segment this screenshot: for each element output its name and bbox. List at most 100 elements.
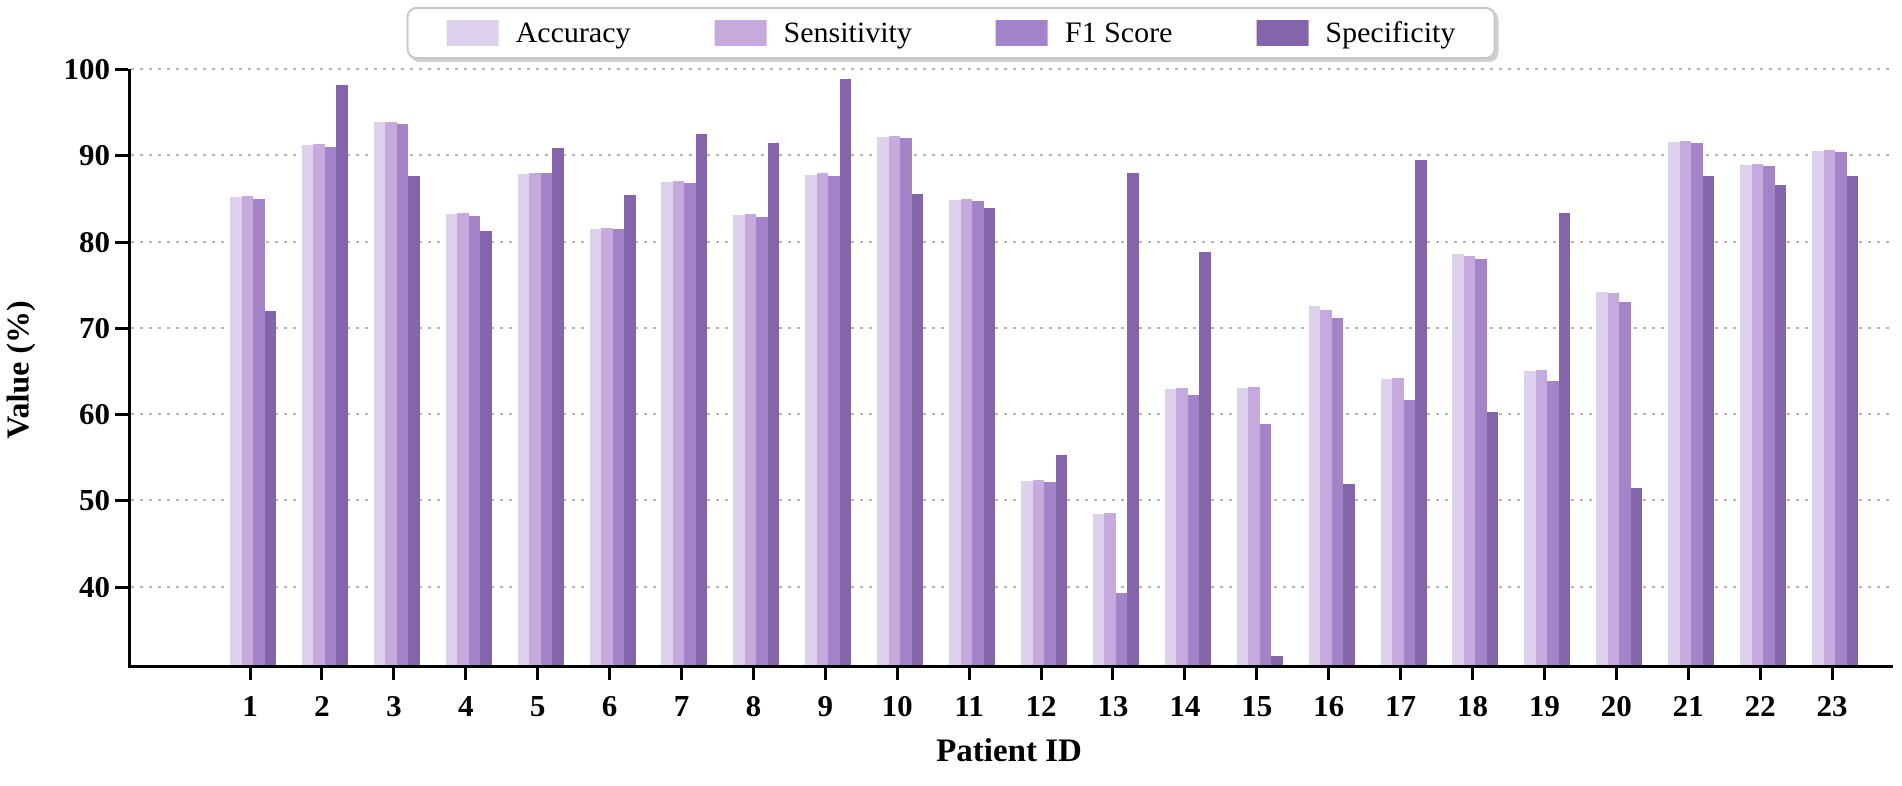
x-tick-label-16: 16 <box>1313 688 1345 723</box>
bar-specificity-patient-4 <box>480 231 492 665</box>
bar-specificity-patient-18 <box>1486 412 1499 665</box>
bar-sensitivity-patient-10 <box>888 136 901 665</box>
gridline-y-80 <box>131 240 1893 243</box>
y-tick-mark <box>115 585 128 589</box>
bar-f1-score-patient-16 <box>1331 318 1344 665</box>
bar-sensitivity-patient-5 <box>529 173 541 665</box>
bar-specificity-patient-19 <box>1558 213 1571 665</box>
x-tick-label-20: 20 <box>1600 688 1632 723</box>
legend-label: F1 Score <box>1064 16 1173 49</box>
x-tick-label-23: 23 <box>1816 688 1848 723</box>
y-tick-label-50: 50 <box>79 482 110 518</box>
bar-specificity-patient-17 <box>1415 159 1427 665</box>
bar-f1-score-patient-6 <box>612 229 625 665</box>
x-tick-mark <box>1111 668 1115 680</box>
bar-accuracy-patient-4 <box>445 213 458 665</box>
x-tick-label-2: 2 <box>314 688 330 723</box>
x-tick-label-13: 13 <box>1097 688 1129 723</box>
bar-specificity-patient-2 <box>336 85 348 665</box>
legend-label: Specificity <box>1325 16 1456 49</box>
bar-sensitivity-patient-8 <box>744 213 757 665</box>
x-tick-label-21: 21 <box>1672 688 1704 723</box>
bar-specificity-patient-13 <box>1127 173 1139 665</box>
legend-swatch-accuracy <box>446 20 499 46</box>
bar-f1-score-patient-21 <box>1691 143 1703 665</box>
bar-specificity-patient-11 <box>983 207 996 665</box>
x-tick-label-19: 19 <box>1528 688 1560 723</box>
x-tick-mark <box>895 668 899 680</box>
bar-accuracy-patient-22 <box>1740 164 1752 665</box>
y-tick-mark <box>115 68 128 71</box>
x-tick-mark <box>967 668 971 680</box>
bar-f1-score-patient-4 <box>468 215 481 665</box>
x-tick-mark <box>1399 668 1403 680</box>
x-tick-mark <box>464 668 468 680</box>
bar-specificity-patient-20 <box>1630 488 1643 665</box>
bar-f1-score-patient-20 <box>1619 301 1631 665</box>
bar-accuracy-patient-21 <box>1668 142 1680 665</box>
x-tick-label-22: 22 <box>1744 688 1776 723</box>
bar-sensitivity-patient-19 <box>1535 370 1548 665</box>
bar-sensitivity-patient-12 <box>1032 480 1044 665</box>
y-tick-label-80: 80 <box>79 223 110 259</box>
bar-accuracy-patient-20 <box>1596 291 1608 665</box>
gridline-y-50 <box>131 499 1893 502</box>
x-tick-label-17: 17 <box>1385 688 1417 723</box>
y-tick-label-70: 70 <box>79 309 110 345</box>
bar-sensitivity-patient-9 <box>816 173 829 665</box>
bar-accuracy-patient-15 <box>1236 388 1249 665</box>
bar-f1-score-patient-18 <box>1475 258 1487 665</box>
bar-f1-score-patient-12 <box>1044 482 1056 665</box>
x-tick-label-7: 7 <box>673 688 690 723</box>
bar-f1-score-patient-14 <box>1187 395 1200 665</box>
bar-accuracy-patient-9 <box>805 175 817 665</box>
x-tick-mark <box>679 668 683 680</box>
x-tick-label-8: 8 <box>745 688 762 723</box>
bar-accuracy-patient-8 <box>733 214 745 665</box>
plot-area <box>128 68 1893 668</box>
x-tick-mark <box>751 668 755 680</box>
bar-specificity-patient-15 <box>1271 655 1283 665</box>
bar-accuracy-patient-14 <box>1164 389 1177 665</box>
bar-accuracy-patient-2 <box>301 144 314 665</box>
bar-sensitivity-patient-4 <box>457 213 469 665</box>
x-tick-label-15: 15 <box>1241 688 1273 723</box>
x-tick-mark <box>392 668 396 680</box>
x-tick-mark <box>1183 668 1187 680</box>
bar-f1-score-patient-2 <box>324 146 337 665</box>
bar-sensitivity-patient-6 <box>601 227 613 665</box>
bar-sensitivity-patient-21 <box>1679 141 1692 665</box>
bar-accuracy-patient-12 <box>1021 481 1033 665</box>
x-tick-label-14: 14 <box>1169 688 1201 723</box>
bar-specificity-patient-22 <box>1774 185 1787 665</box>
bar-specificity-patient-12 <box>1055 454 1067 665</box>
bar-sensitivity-patient-22 <box>1751 163 1764 665</box>
bar-specificity-patient-8 <box>767 143 780 665</box>
y-tick-mark <box>115 240 128 244</box>
bar-sensitivity-patient-14 <box>1176 388 1188 665</box>
x-tick-mark <box>320 668 324 680</box>
gridline-y-60 <box>131 413 1893 415</box>
bar-f1-score-patient-11 <box>972 200 984 665</box>
y-tick-mark <box>115 413 128 416</box>
bar-f1-score-patient-8 <box>756 216 768 665</box>
bar-f1-score-patient-17 <box>1403 400 1416 665</box>
bar-sensitivity-patient-1 <box>241 195 253 665</box>
bar-sensitivity-patient-11 <box>960 199 973 665</box>
x-tick-mark <box>536 668 540 680</box>
bar-specificity-patient-14 <box>1199 251 1211 665</box>
x-tick-mark <box>248 668 252 680</box>
bar-f1-score-patient-22 <box>1763 166 1775 665</box>
bar-accuracy-patient-6 <box>589 228 602 665</box>
x-tick-mark <box>1039 668 1043 680</box>
bar-accuracy-patient-3 <box>373 122 386 665</box>
y-axis-title: Value (%) <box>0 300 36 439</box>
bar-accuracy-patient-1 <box>230 196 242 665</box>
bar-specificity-patient-10 <box>911 194 924 665</box>
x-tick-mark <box>1327 668 1331 680</box>
bar-accuracy-patient-17 <box>1380 378 1393 665</box>
bar-accuracy-patient-7 <box>661 182 673 665</box>
legend-swatch-f1-score <box>995 20 1048 46</box>
bar-f1-score-patient-7 <box>684 182 696 665</box>
